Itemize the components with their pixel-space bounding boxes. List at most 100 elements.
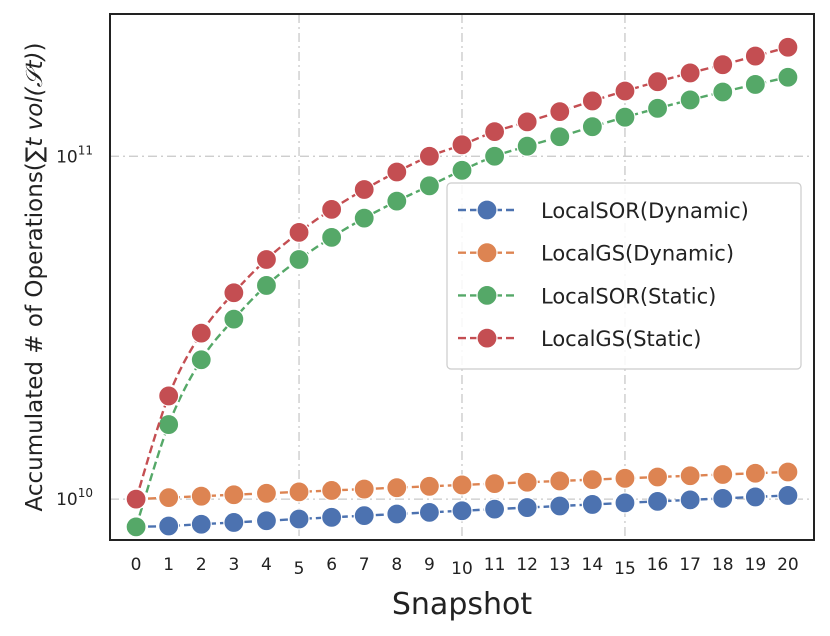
data-point	[581, 493, 603, 516]
legend: LocalSOR(Dynamic) LocalGS(Dynamic) LocalSO…	[446, 182, 802, 370]
y-axis-title: Accumulated # of Operations(∑t vol(𝒮t))	[22, 43, 48, 512]
data-point	[549, 126, 571, 148]
legend-entry: LocalSOR(Static)	[458, 284, 716, 308]
data-point	[516, 111, 538, 133]
x-tick-label: 6	[326, 555, 337, 575]
data-point	[679, 62, 701, 84]
series-LocalGS(Static)	[125, 36, 799, 510]
data-point	[516, 135, 538, 157]
x-tick-label: 17	[679, 555, 701, 575]
data-point	[581, 116, 603, 138]
x-tick-label: 7	[359, 555, 370, 575]
data-point	[679, 489, 701, 511]
data-point	[223, 282, 245, 304]
legend-marker	[476, 284, 498, 306]
data-point	[418, 175, 441, 197]
data-point	[321, 506, 343, 528]
data-point	[158, 487, 180, 509]
x-axis-ticks: 0 1 2 3 4 5 6 7 8 9 10 11 12 13 14 15 16 17 18 19 20	[131, 555, 799, 579]
data-point	[614, 467, 636, 489]
data-point	[125, 488, 147, 510]
data-point	[646, 490, 669, 512]
data-point	[386, 503, 408, 525]
data-point	[744, 486, 766, 508]
data-point	[712, 487, 734, 509]
data-point	[255, 274, 278, 297]
data-point	[190, 485, 212, 507]
data-point	[321, 226, 343, 248]
data-point	[614, 492, 636, 514]
data-point	[549, 100, 571, 123]
x-tick-label: 19	[745, 555, 767, 575]
y-tick-label: 1010	[56, 486, 93, 510]
plot-frame	[109, 13, 815, 541]
data-point	[255, 482, 278, 504]
data-point	[223, 511, 245, 534]
legend-label: LocalSOR(Dynamic)	[541, 199, 749, 223]
x-tick-label: 18	[712, 555, 734, 575]
data-point	[418, 145, 441, 167]
data-point	[483, 498, 506, 520]
data-point	[777, 484, 799, 507]
x-tick-label: 8	[391, 555, 402, 575]
data-point	[712, 54, 734, 76]
data-point	[190, 349, 212, 371]
series-LocalSOR(Static)	[125, 66, 799, 538]
data-point	[777, 461, 799, 483]
legend-marker	[476, 242, 498, 264]
legend-entry: LocalGS(Static)	[458, 327, 701, 351]
y-axis-title-math: ∑t vol(𝒮t)	[22, 52, 48, 163]
x-tick-label: 15	[614, 559, 636, 579]
data-point	[679, 465, 701, 487]
data-point	[288, 248, 310, 271]
data-point	[777, 36, 799, 58]
data-point	[581, 90, 603, 112]
y-axis-title-text: Accumulated # of Operations(	[22, 162, 48, 511]
data-point	[777, 66, 799, 88]
data-point	[614, 106, 636, 128]
series-layer	[125, 36, 799, 538]
y-tick-exponent: 10	[78, 486, 93, 500]
data-point	[646, 71, 669, 93]
legend-box	[446, 182, 802, 370]
data-point	[158, 515, 180, 537]
data-point	[223, 308, 245, 330]
y-tick-exponent: 11	[78, 143, 93, 157]
data-point	[353, 478, 375, 500]
data-point	[451, 474, 473, 496]
y-tick-base: 10	[56, 147, 78, 167]
y-axis-title-close: )	[22, 43, 48, 52]
x-tick-label: 0	[131, 555, 142, 575]
x-tick-label: 12	[516, 555, 538, 575]
data-point	[712, 463, 734, 486]
data-point	[646, 466, 669, 488]
data-point	[451, 159, 473, 181]
data-point	[321, 479, 343, 502]
x-tick-label: 1	[163, 555, 174, 575]
data-point	[549, 495, 571, 517]
data-point	[418, 501, 441, 523]
data-point	[386, 477, 408, 499]
data-point	[581, 469, 603, 491]
data-point	[516, 471, 538, 493]
data-point	[288, 508, 310, 530]
legend-marker	[476, 199, 498, 221]
x-tick-label: 5	[294, 559, 305, 579]
data-point	[255, 510, 278, 532]
data-point	[483, 145, 506, 167]
x-tick-label: 3	[228, 555, 239, 575]
data-point	[646, 97, 669, 119]
data-point	[744, 462, 766, 484]
data-point	[353, 505, 375, 527]
y-tick-label: 1011	[56, 143, 93, 167]
x-tick-label: 20	[777, 555, 799, 575]
legend-label: LocalGS(Static)	[541, 327, 701, 351]
data-point	[549, 470, 571, 492]
legend-entry: LocalGS(Dynamic)	[458, 242, 734, 266]
data-point	[516, 496, 538, 519]
data-point	[483, 121, 506, 143]
data-point	[353, 207, 375, 229]
data-point	[712, 81, 734, 103]
x-tick-label: 10	[451, 559, 473, 579]
